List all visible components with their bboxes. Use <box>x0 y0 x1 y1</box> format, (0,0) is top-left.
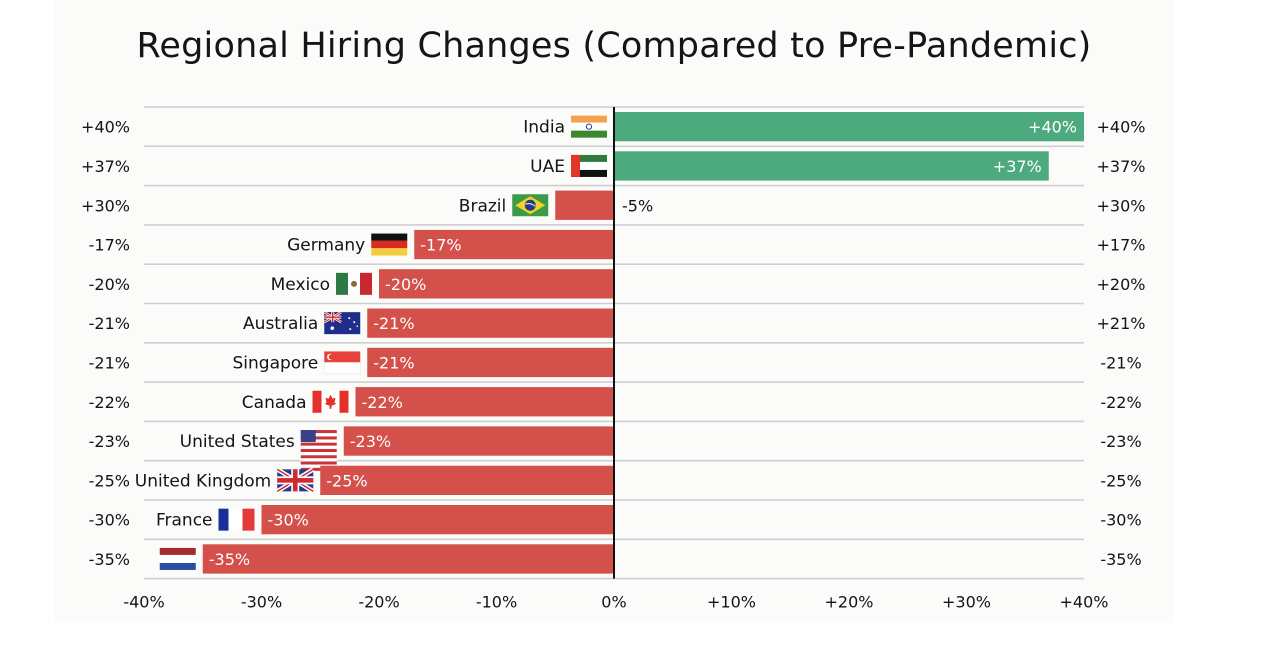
bar <box>367 308 614 338</box>
left-side-label: +37% <box>81 157 130 176</box>
bar-value-label: -20% <box>385 275 426 294</box>
right-side-label: +17% <box>1097 236 1146 255</box>
x-tick-label: -10% <box>476 593 517 612</box>
netherlands-flag <box>159 547 196 570</box>
germany-flag <box>371 233 408 256</box>
bar-value-label: -21% <box>373 353 414 372</box>
bar <box>343 426 614 456</box>
category-label: France <box>156 511 213 531</box>
right-side-label: -21% <box>1100 353 1141 372</box>
bar-row: -17% Germany <box>287 229 614 260</box>
bar <box>367 347 614 378</box>
category-label: Germany <box>287 236 365 256</box>
right-side-label: -22% <box>1100 393 1141 412</box>
bar <box>414 229 614 260</box>
left-side-label: -20% <box>89 275 130 294</box>
left-side-label: -25% <box>89 471 130 490</box>
bar-value-label: -30% <box>268 511 309 530</box>
x-tick-label: +10% <box>707 593 756 612</box>
chart-title: Regional Hiring Changes (Compared to Pre… <box>136 26 1092 66</box>
bar-value-label: -22% <box>362 393 403 412</box>
category-label: UAE <box>530 157 565 177</box>
left-side-label: -17% <box>89 236 130 255</box>
bar-row: -20% Mexico <box>271 269 614 299</box>
left-side-label: -21% <box>89 314 130 333</box>
bar <box>379 269 614 299</box>
bar-row: -21% Australia <box>243 308 614 338</box>
bar <box>614 112 1084 142</box>
x-tick-label: +20% <box>825 593 874 612</box>
right-side-label: +20% <box>1097 275 1146 294</box>
uk-flag <box>276 467 315 494</box>
bar-row: -21% Singapore <box>232 347 614 378</box>
bar-row: -5% Brazil <box>459 190 653 220</box>
right-side-label: +40% <box>1097 118 1146 137</box>
right-side-label: +30% <box>1097 196 1146 215</box>
category-label: United Kingdom <box>135 471 271 491</box>
right-side-label: -23% <box>1100 432 1141 451</box>
category-label: Australia <box>243 314 318 334</box>
x-tick-label: -30% <box>241 593 282 612</box>
bar-row: +37% UAE <box>530 151 1049 181</box>
bar <box>555 190 614 220</box>
x-tick-label: -20% <box>358 593 399 612</box>
x-tick-label: +30% <box>942 593 991 612</box>
uae-flag <box>571 154 607 177</box>
india-flag <box>571 115 607 138</box>
bar-row: -22% Canada <box>242 387 614 417</box>
left-side-label: -23% <box>89 432 130 451</box>
left-side-label: -30% <box>89 511 130 530</box>
category-label: Brazil <box>459 196 506 216</box>
category-label: Mexico <box>271 275 330 295</box>
bar <box>614 151 1049 181</box>
right-side-label: +37% <box>1097 157 1146 176</box>
x-tick-label: +40% <box>1060 593 1109 612</box>
canada-flag <box>312 390 349 413</box>
category-label: United States <box>180 432 295 452</box>
usa-flag <box>300 430 337 471</box>
category-label: India <box>523 118 565 138</box>
x-tick-label: 0% <box>601 593 626 612</box>
bar-value-label: -25% <box>326 471 367 490</box>
right-side-label: -35% <box>1100 550 1141 569</box>
bar <box>202 544 614 574</box>
right-side-label: -25% <box>1100 471 1141 490</box>
bar-row: -23% United States <box>180 426 614 471</box>
bar-value-label: -35% <box>209 550 250 569</box>
bar-value-label: -23% <box>350 432 391 451</box>
category-label: Canada <box>242 393 307 413</box>
bar <box>261 505 614 535</box>
bar-row: -35% <box>159 544 614 574</box>
brazil-flag <box>512 194 549 217</box>
bar-row: -25% United Kingdom <box>135 465 614 495</box>
france-flag <box>218 508 255 531</box>
australia-flag <box>323 311 361 335</box>
bar-row: -30% France <box>156 505 614 535</box>
left-side-label: -22% <box>89 393 130 412</box>
bar-value-label: -17% <box>420 236 461 255</box>
left-side-label: +30% <box>81 196 130 215</box>
left-side-label: +40% <box>81 118 130 137</box>
left-side-label: -35% <box>89 550 130 569</box>
mexico-flag <box>336 272 372 295</box>
left-side-label: -21% <box>89 353 130 372</box>
bar-value-label: -21% <box>373 314 414 333</box>
bar-value-label: -5% <box>622 196 653 215</box>
bar-value-label: +40% <box>1028 118 1077 137</box>
bar-row: +40% India <box>523 112 1084 142</box>
category-label: Singapore <box>232 353 318 373</box>
x-tick-label: -40% <box>123 593 164 612</box>
bar <box>320 465 614 495</box>
right-side-label: -30% <box>1100 511 1141 530</box>
bar <box>355 387 614 417</box>
bar-value-label: +37% <box>993 157 1042 176</box>
singapore-flag <box>324 351 361 374</box>
right-side-label: +21% <box>1097 314 1146 333</box>
